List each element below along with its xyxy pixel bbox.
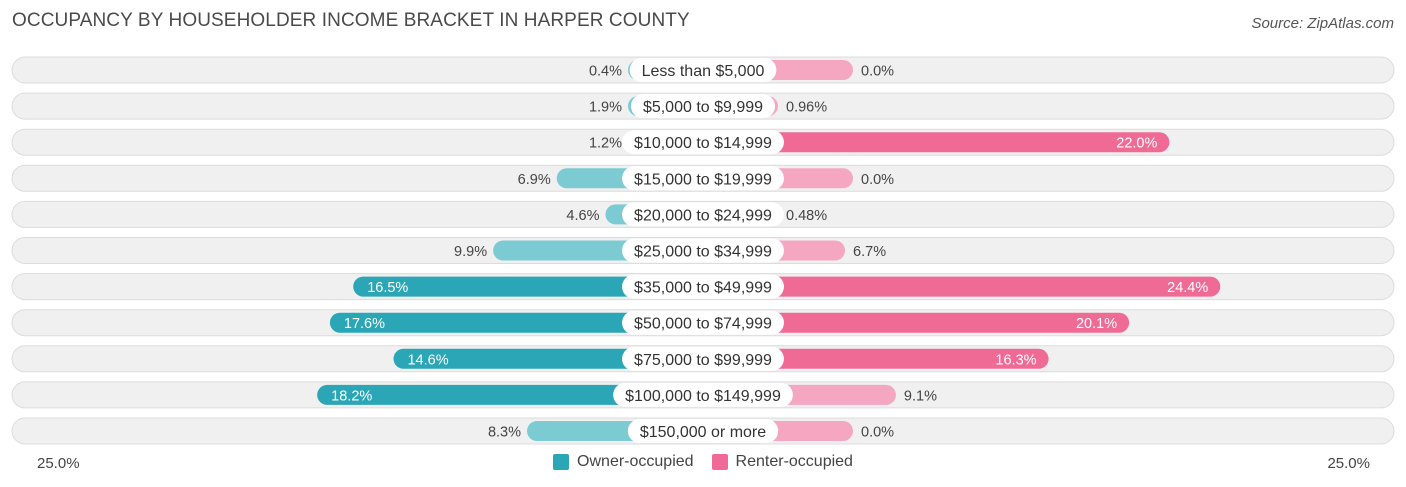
owner-swatch-icon [553,454,570,470]
renter-value-label: 0.0% [861,64,894,80]
renter-value-label: 9.1% [904,388,937,404]
renter-value-label: 16.3% [995,352,1036,368]
legend-item-renter[interactable]: Renter-occupied [711,453,853,471]
renter-bar [703,312,1130,333]
category-label: $150,000 or more [640,424,766,441]
renter-value-label: 6.7% [853,244,886,260]
category-label: $75,000 to $99,999 [634,352,772,369]
category-pill [622,130,784,155]
category-pill [622,346,784,371]
chart-title: OCCUPANCY BY HOUSEHOLDER INCOME BRACKET … [12,10,690,31]
owner-value-label: 17.6% [344,316,385,332]
chart-row: 18.2% 9.1% $100,000 to $149,999 [11,381,1395,409]
category-pill [622,310,784,335]
renter-value-label: 22.0% [1116,136,1157,152]
axis-left-label: 25.0% [37,455,80,472]
renter-value-label: 24.4% [1167,280,1208,296]
chart-row: 6.9% 0.0% $15,000 to $19,999 [11,164,1395,192]
category-pill [622,274,784,299]
owner-value-label: 0.4% [589,64,622,80]
renter-value-label: 0.0% [861,172,894,188]
category-pill [630,94,776,119]
category-pill [629,58,777,82]
renter-value-label: 0.96% [786,100,827,116]
owner-bar [317,384,703,405]
owner-value-label: 4.6% [566,208,599,224]
owner-value-label: 1.2% [589,136,622,152]
category-label: $5,000 to $9,999 [643,99,763,116]
category-label: $20,000 to $24,999 [634,207,772,224]
renter-value-label: 0.0% [861,425,894,441]
legend-owner-label: Owner-occupied [577,453,694,470]
renter-value-label: 20.1% [1076,316,1117,332]
category-label: $15,000 to $19,999 [634,171,772,188]
owner-value-label: 16.5% [367,280,408,296]
renter-bar [703,348,1049,369]
category-label: Less than $5,000 [642,63,765,80]
owner-bar [353,276,703,297]
category-label: $50,000 to $74,999 [634,316,772,333]
chart-row: 9.9% 6.7% $25,000 to $34,999 [11,237,1395,264]
chart-row: 0.4% 0.0% Less than $5,000 [11,56,1395,84]
renter-bar [703,276,1221,297]
owner-value-label: 6.9% [518,172,551,188]
owner-value-label: 8.3% [488,425,521,441]
legend-item-owner[interactable]: Owner-occupied [553,453,694,471]
chart-row: 16.5% 24.4% $35,000 to $49,999 [11,273,1395,301]
legend-renter-label: Renter-occupied [735,453,853,470]
income-bracket-chart: 0.4% 0.0% Less than $5,000 1.9% 0.96% $5,000 … [11,56,1395,445]
renter-value-label: 0.48% [786,208,827,224]
category-pill [622,238,784,263]
owner-value-label: 1.9% [589,100,622,116]
category-label: $35,000 to $49,999 [634,280,772,297]
category-pill [622,166,784,191]
source-label: Source: ZipAtlas.com [1251,15,1394,32]
chart-row: 8.3% 0.0% $150,000 or more [11,417,1395,445]
axis-right-label: 25.0% [1327,455,1370,472]
legend: Owner-occupied Renter-occupied [0,453,1406,471]
category-label: $25,000 to $34,999 [634,244,772,261]
chart-row: 17.6% 20.1% $50,000 to $74,999 [11,309,1395,337]
category-pill [613,382,793,407]
chart-row: 1.9% 0.96% $5,000 to $9,999 [11,92,1395,120]
owner-value-label: 14.6% [407,352,448,368]
chart-row: 14.6% 16.3% $75,000 to $99,999 [11,345,1395,373]
renter-swatch-icon [711,454,728,470]
renter-bar [703,132,1170,153]
owner-value-label: 9.9% [454,244,487,260]
chart-row: 4.6% 0.48% $20,000 to $24,999 [11,200,1395,228]
owner-bar [329,312,703,333]
category-pill [622,202,784,227]
category-label: $10,000 to $14,999 [634,135,772,152]
chart-row: 1.2% 22.0% $10,000 to $14,999 [11,128,1395,156]
category-label: $100,000 to $149,999 [625,388,781,405]
owner-value-label: 18.2% [331,388,372,404]
category-pill [627,419,779,443]
